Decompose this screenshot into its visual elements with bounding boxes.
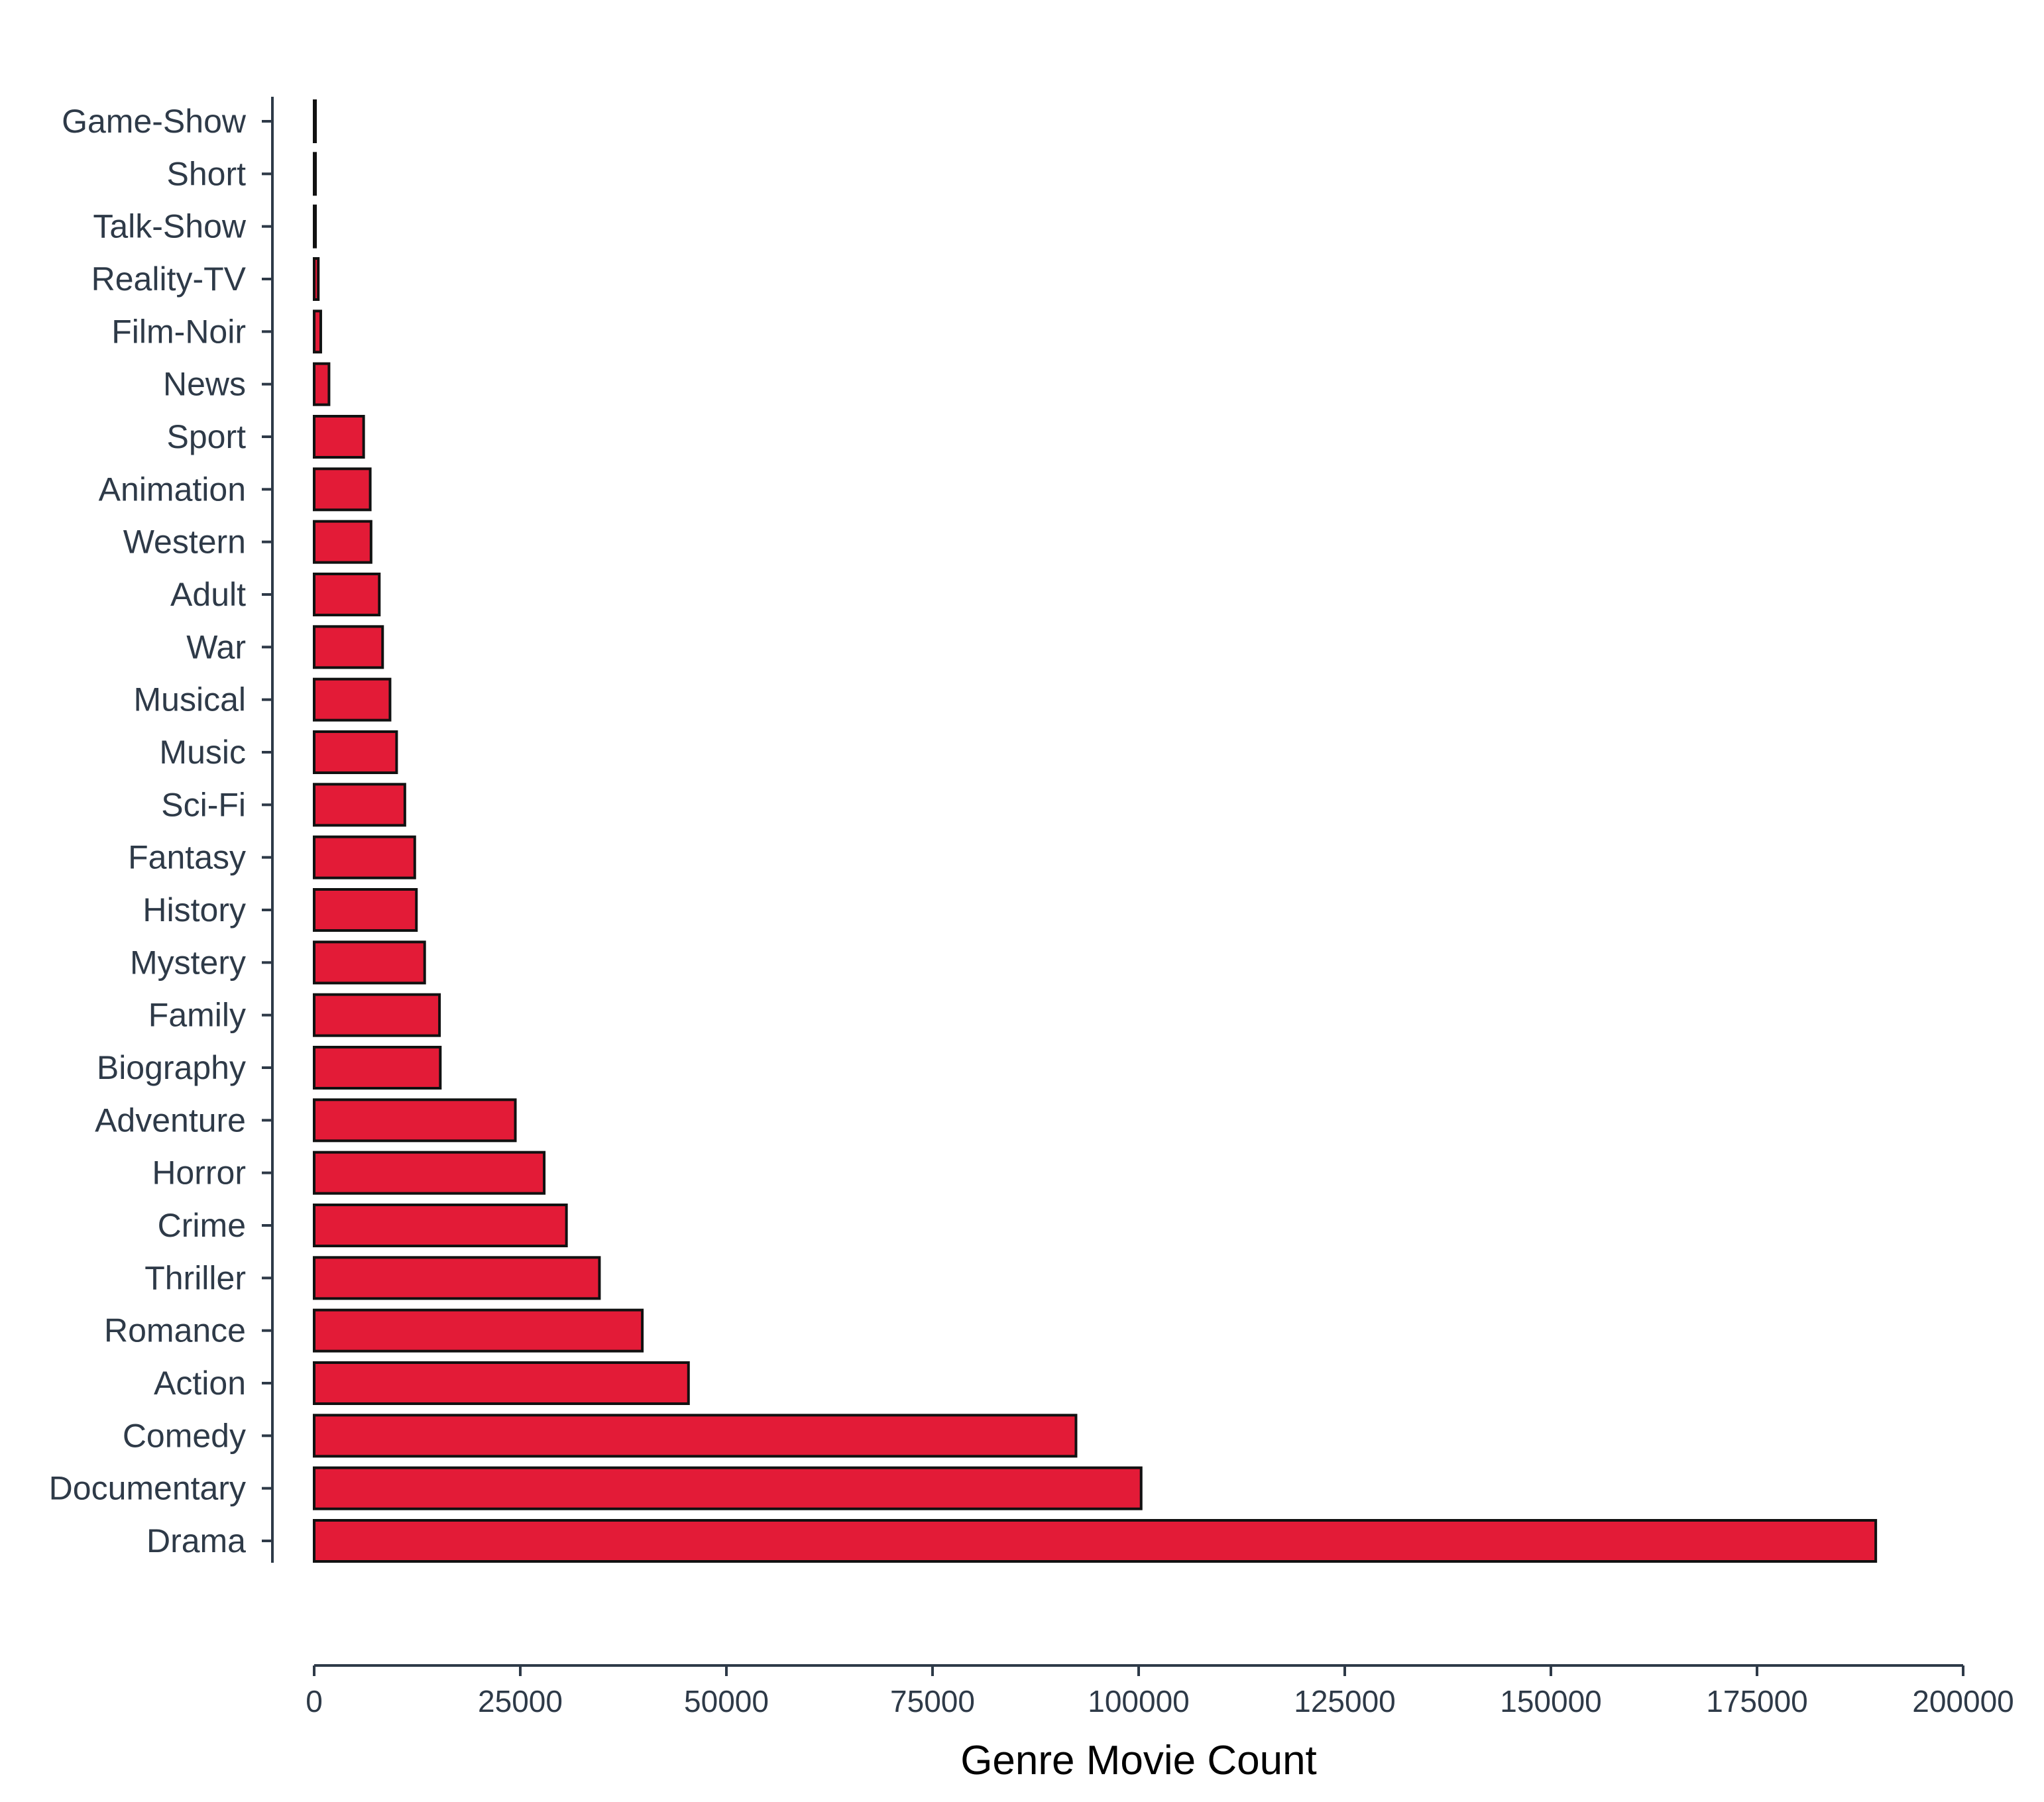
y-tick-label: Musical: [134, 681, 246, 718]
y-tick-label: Biography: [97, 1049, 246, 1086]
y-tick-label: Game-Show: [62, 103, 247, 140]
bar-thriller: [313, 1256, 601, 1300]
x-axis: 0 25000 50000 75000 100000 125000 150000 175000…: [306, 1664, 2014, 1718]
y-tick-label: Music: [159, 734, 246, 771]
x-tick-label: 125000: [1294, 1684, 1396, 1718]
bar-sci-fi: [313, 783, 406, 827]
bar-film-noir: [313, 310, 322, 354]
x-tick-label: 50000: [684, 1684, 769, 1718]
x-tick-label: 200000: [1912, 1684, 2014, 1718]
y-tick-label: Action: [154, 1365, 246, 1402]
y-tick-label: Adult: [170, 576, 246, 613]
y-tick-label: Short: [166, 155, 246, 192]
bar-comedy: [313, 1414, 1078, 1458]
bar-sport: [313, 415, 365, 459]
y-tick-label: Thriller: [144, 1259, 246, 1296]
bar-documentary: [313, 1466, 1143, 1510]
bar-fantasy: [313, 835, 416, 879]
bar-western: [313, 520, 372, 564]
bars-group: [313, 99, 1878, 1563]
y-tick-label: Adventure: [95, 1101, 246, 1139]
y-tick-label: Talk-Show: [93, 208, 247, 245]
bar-talk-show: [313, 204, 317, 249]
x-tick-label: 150000: [1500, 1684, 1602, 1718]
bar-short: [313, 152, 317, 196]
y-tick-label: Documentary: [49, 1470, 246, 1507]
bar-news: [313, 362, 331, 406]
bar-mystery: [313, 940, 426, 985]
x-tick-label: 100000: [1088, 1684, 1190, 1718]
y-tick-label: Fantasy: [128, 839, 246, 876]
x-tick-label: 175000: [1706, 1684, 1808, 1718]
y-tick-label: News: [163, 366, 246, 403]
bar-music: [313, 730, 398, 774]
bar-reality-tv: [313, 257, 320, 301]
bar-adventure: [313, 1098, 517, 1143]
y-tick-label: Romance: [104, 1312, 246, 1349]
x-tick-label: 75000: [890, 1684, 975, 1718]
bar-crime: [313, 1204, 568, 1247]
y-tick-label: Animation: [99, 471, 246, 508]
bar-biography: [313, 1046, 442, 1090]
y-tick-label: Sci-Fi: [161, 786, 246, 823]
y-tick-label: Comedy: [123, 1417, 246, 1454]
x-tick-label: 0: [306, 1684, 323, 1718]
bar-animation: [313, 467, 372, 512]
y-tick-label: Reality-TV: [91, 260, 247, 298]
y-tick-label: Mystery: [130, 944, 246, 981]
y-tick-label: History: [142, 891, 246, 929]
x-axis-title: Genre Movie Count: [960, 1738, 1317, 1783]
bar-adult: [313, 573, 381, 616]
y-tick-label: Family: [148, 997, 246, 1034]
x-tick-label: 25000: [478, 1684, 563, 1718]
bar-musical: [313, 677, 392, 722]
y-tick-label: Horror: [152, 1154, 246, 1192]
y-tick-label: Western: [123, 524, 246, 561]
bar-war: [313, 625, 384, 669]
y-tick-label: Film-Noir: [111, 313, 246, 350]
bar-game-show: [313, 99, 317, 143]
bar-family: [313, 993, 441, 1037]
bar-action: [313, 1361, 690, 1405]
y-tick-label: Drama: [146, 1522, 246, 1559]
bar-drama: [313, 1519, 1878, 1563]
y-tick-label: War: [186, 628, 246, 665]
bar-horror: [313, 1151, 546, 1195]
bar-romance: [313, 1308, 644, 1353]
y-tick-label: Crime: [158, 1207, 246, 1244]
y-tick-label: Sport: [166, 418, 246, 455]
bar-history: [313, 888, 418, 932]
y-axis: Game-Show Short Talk-Show Reality-TV Film-No…: [49, 97, 274, 1563]
